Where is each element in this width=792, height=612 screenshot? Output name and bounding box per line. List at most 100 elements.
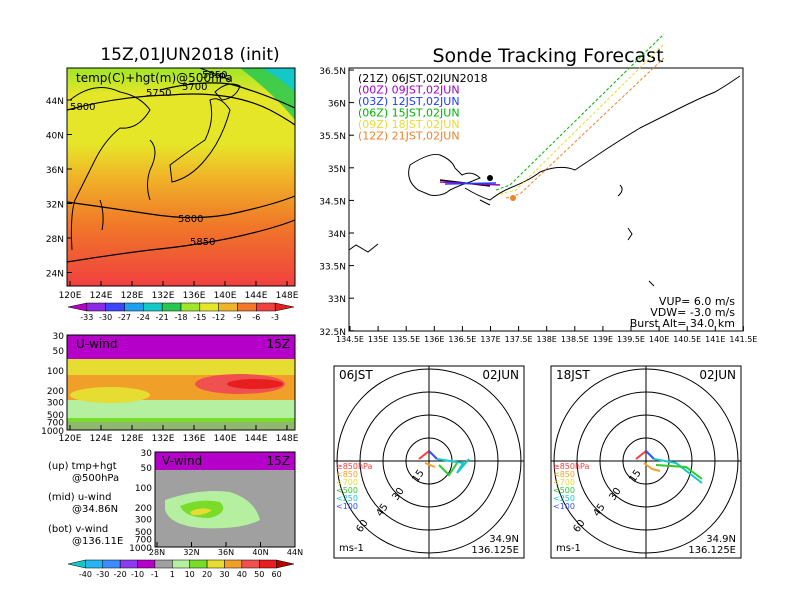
colorbar-label: -6 <box>252 313 260 322</box>
wind-colorbar: -40 -30 -20 -10 -1 1 10 20 30 40 50 60 <box>67 559 295 579</box>
level-legend: <250 <box>553 494 575 503</box>
pressure-tick-label: 50 <box>53 347 65 357</box>
lat-tick-label: 40N <box>46 132 64 142</box>
lon-tick-label: 136.5E <box>448 335 476 344</box>
hodograph-trace <box>653 458 703 484</box>
lon-tick-label: 136E <box>183 434 206 444</box>
lon-tick-label: 120E <box>59 291 82 301</box>
hodograph-lat: 34.9N <box>706 534 736 545</box>
colorbar-swatch <box>172 559 190 569</box>
colorbar-swatch <box>105 302 125 312</box>
hodograph-date: 02JUN <box>699 368 736 382</box>
lon-tick-label: 132E <box>152 291 175 301</box>
lat-tick-label: 44N <box>287 548 303 557</box>
colorbar-swatch <box>276 559 295 569</box>
legend-entry: (21Z) 06JST,02JUN2018 <box>358 72 488 85</box>
contour-label: 5850 <box>190 237 215 248</box>
colorbar-label: -33 <box>80 313 93 322</box>
colorbar-swatch <box>237 302 257 312</box>
colorbar-swatch <box>85 559 104 569</box>
colorbar-label: 10 <box>185 570 195 579</box>
uwind-lon-axis: 120E 124E 128E 132E 136E 140E 144E 148E <box>59 425 299 444</box>
hodograph-trace <box>428 450 438 460</box>
level-legend: <700 <box>553 478 575 487</box>
colorbar-label: 40 <box>237 570 247 579</box>
colorbar-swatch <box>274 302 295 312</box>
hodograph-trace <box>635 450 647 460</box>
colorbar-swatch <box>137 559 156 569</box>
pressure-tick-label: 200 <box>47 387 64 397</box>
colorbar-label: -10 <box>131 570 144 579</box>
lon-tick-label: 144E <box>245 434 268 444</box>
lon-tick-label: 132E <box>152 434 175 444</box>
level-legend: <500 <box>336 486 358 495</box>
lat-tick-label: 24N <box>46 270 64 280</box>
level-legend: ≥850hPa <box>336 462 373 471</box>
lat-tick-label: 34.5N <box>319 197 346 207</box>
colorbar-swatch <box>161 302 182 312</box>
colorbar-swatch <box>241 559 260 569</box>
lat-tick-label: 44N <box>46 97 64 107</box>
lon-tick-label: 139E <box>593 335 613 344</box>
hodograph-trace <box>645 450 655 460</box>
param-vup: VUP= 6.0 m/s <box>659 295 735 308</box>
pressure-tick-label: 1000 <box>41 427 64 437</box>
legend-entry: (06Z) 15JST,02JUN <box>358 107 460 120</box>
colorbar-label: -15 <box>193 313 206 322</box>
hodograph-trace <box>655 464 703 480</box>
temp-map-lon-axis: 120E 124E 128E 132E 136E 140E 144E 148E <box>59 281 299 301</box>
lon-tick-label: 148E <box>276 434 299 444</box>
pressure-tick-label: 500 <box>135 528 152 538</box>
colorbar-swatch <box>67 302 88 312</box>
lon-tick-label: 138E <box>537 335 557 344</box>
lon-tick-label: 141.5E <box>729 335 757 344</box>
colorbar-label: -18 <box>174 313 187 322</box>
hodograph-trace <box>424 462 436 468</box>
colorbar-swatch <box>154 559 173 569</box>
pressure-tick-label: 50 <box>141 464 153 474</box>
hodograph-trace <box>436 458 470 474</box>
lat-tick-label: 33.5N <box>319 263 346 273</box>
contour-label: 5800 <box>70 102 95 113</box>
colorbar-swatch <box>124 302 144 312</box>
temp-colorbar: -33 -30 -27 -24 -21 -18 -15 -12 -9 -6 -3 <box>67 302 295 322</box>
colorbar-label: 50 <box>254 570 264 579</box>
contour-label: 5800 <box>178 214 203 225</box>
contour-label: 5750 <box>146 88 171 99</box>
level-legend: <700 <box>336 478 358 487</box>
hodograph-unit: ms-1 <box>556 543 581 554</box>
legend-entry: (12Z) 21JST,02JUN <box>358 130 460 143</box>
level-legend: <850 <box>553 470 575 479</box>
panel-notes: (up) tmp+hgt @500hPa (mid) u-wind @34.86… <box>48 461 123 547</box>
lon-tick-label: 140E <box>649 335 669 344</box>
temp-map-panel: temp(C)+hgt(m)@500hPa 5850 5750 5700 580… <box>46 67 299 301</box>
uwind-time: 15Z <box>267 337 291 351</box>
colorbar-label: 60 <box>272 570 282 579</box>
hodograph-lon: 136.125E <box>471 545 519 556</box>
lon-tick-label: 140E <box>214 434 237 444</box>
param-vdw: VDW= -3.0 m/s <box>650 306 735 319</box>
level-legend: <500 <box>553 486 575 495</box>
colorbar-swatch <box>224 559 243 569</box>
vwind-lat-axis: 28N 32N 36N 40N 44N <box>149 542 303 557</box>
lon-tick-label: 144E <box>245 291 268 301</box>
lon-tick-label: 140.5E <box>673 335 701 344</box>
note-up-sub: @500hPa <box>72 473 119 484</box>
colorbar-label: -24 <box>137 313 150 322</box>
contour-label: 5850 <box>202 70 227 81</box>
pressure-tick-label: 300 <box>135 516 152 526</box>
lat-tick-label: 36N <box>218 548 234 557</box>
hodograph-unit: ms-1 <box>339 543 364 554</box>
lon-tick-label: 128E <box>121 434 144 444</box>
lat-tick-label: 36.5N <box>319 67 346 77</box>
track-map-panel: (21Z) 06JST,02JUN2018(00Z) 09JST,02JUN(0… <box>319 33 757 344</box>
level-legend: <850 <box>336 470 358 479</box>
note-mid-sub: @34.86N <box>72 504 118 515</box>
colorbar-swatch <box>102 559 121 569</box>
colorbar-swatch <box>143 302 163 312</box>
